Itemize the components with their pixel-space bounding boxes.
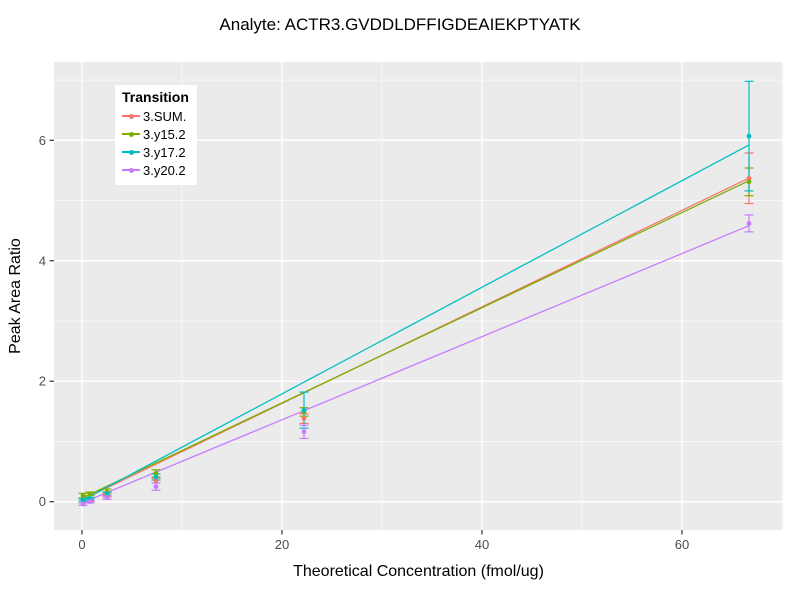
svg-text:6: 6 [39, 133, 46, 148]
legend-title: Transition [122, 89, 189, 105]
legend-item-label: 3.y15.2 [143, 126, 186, 142]
y-tick-labels: 0 2 4 6 [39, 133, 46, 509]
legend-key-line-point-icon [122, 163, 140, 177]
svg-text:40: 40 [475, 537, 489, 552]
legend-item-label: 3.SUM. [143, 108, 187, 124]
x-axis-title: Theoretical Concentration (fmol/ug) [293, 563, 544, 580]
svg-text:20: 20 [275, 537, 289, 552]
data-points [80, 133, 752, 507]
legend-item-label: 3.y17.2 [143, 144, 186, 160]
legend-item: 3.y17.2 [122, 143, 189, 161]
svg-text:0: 0 [39, 494, 46, 509]
series-fit-lines [82, 144, 750, 504]
legend: Transition 3.SUM. 3.y15.2 3.y17.2 3.y20.… [115, 85, 197, 185]
legend-key-line-point-icon [122, 127, 140, 141]
legend-item: 3.SUM. [122, 107, 189, 125]
svg-text:4: 4 [39, 253, 46, 268]
legend-key-line-point-icon [122, 109, 140, 123]
x-tick-labels: 0 20 40 60 [78, 537, 689, 552]
y-axis-title: Peak Area Ratio [7, 238, 24, 354]
legend-item: 3.y20.2 [122, 161, 189, 179]
axis-ticks [49, 139, 683, 535]
svg-text:2: 2 [39, 374, 46, 389]
legend-item: 3.y15.2 [122, 125, 189, 143]
svg-text:60: 60 [675, 537, 689, 552]
legend-key-line-point-icon [122, 145, 140, 159]
legend-item-label: 3.y20.2 [143, 162, 186, 178]
chart-title: Analyte: ACTR3.GVDDLDFFIGDEAIEKPTYATK [219, 15, 581, 34]
svg-text:0: 0 [78, 537, 85, 552]
